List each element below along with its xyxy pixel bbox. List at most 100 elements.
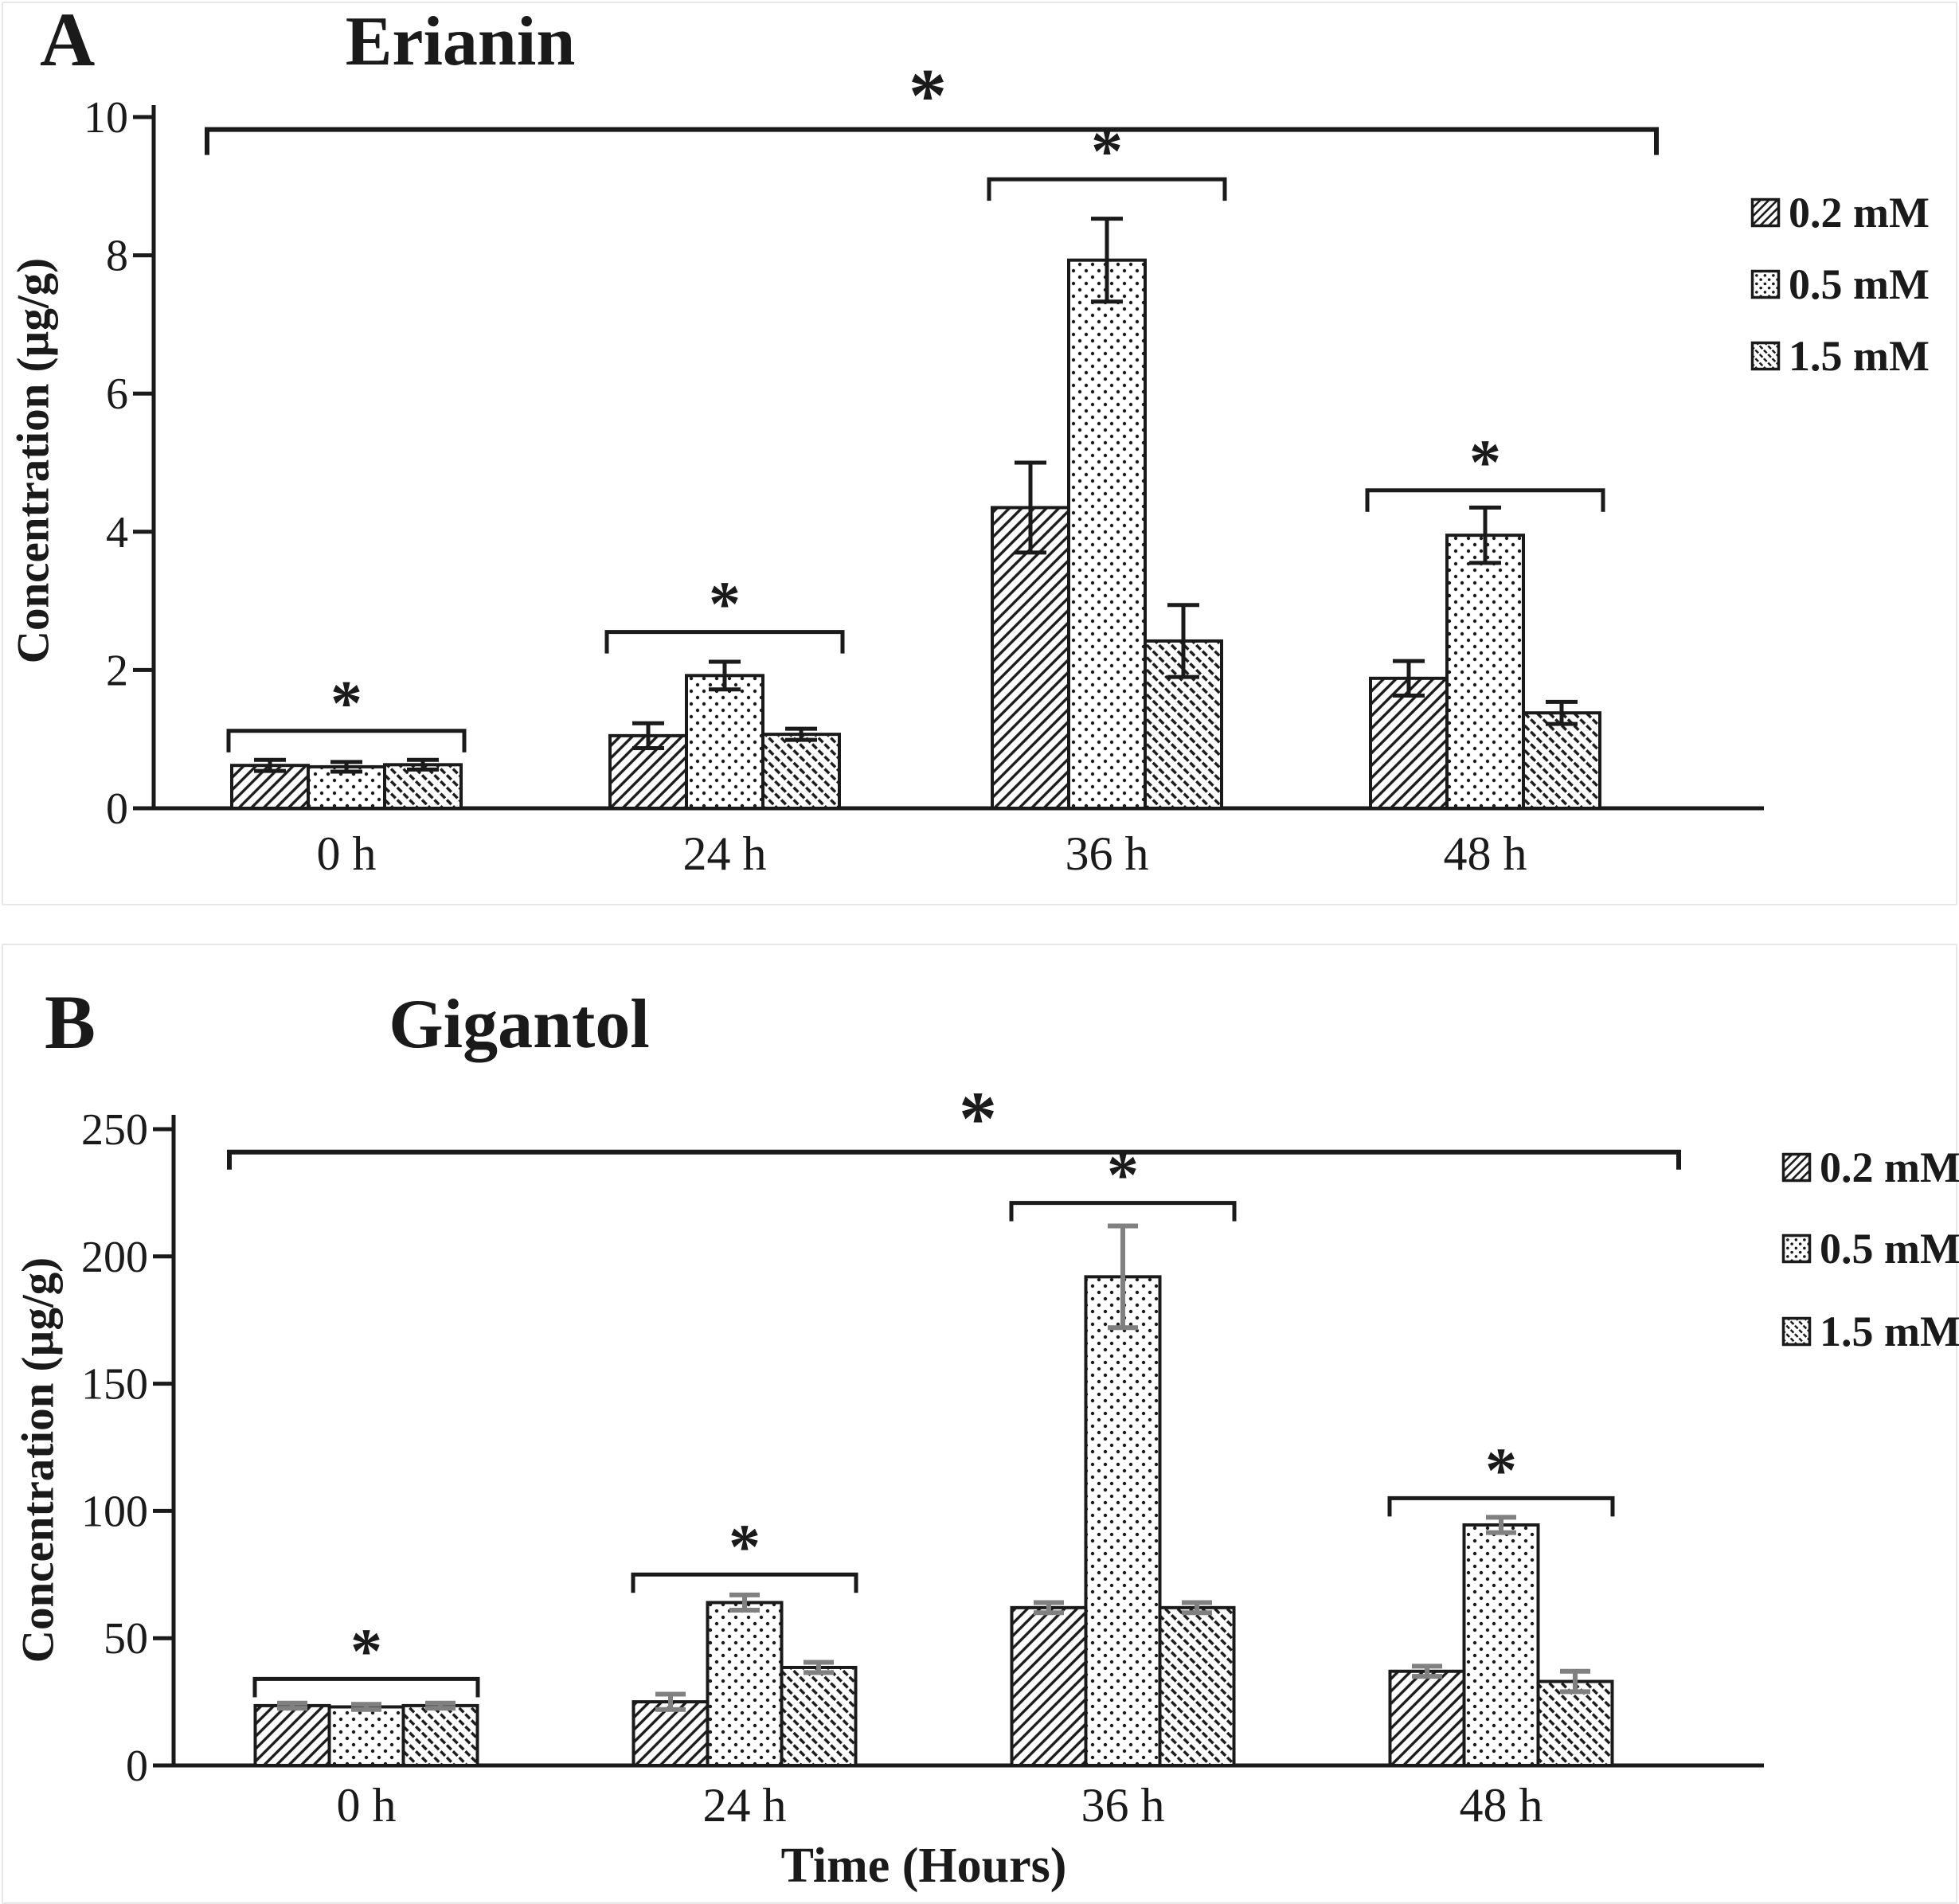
error-bar	[1015, 460, 1046, 555]
bar-1.5mM-24h	[780, 1665, 858, 1767]
x-category-label: 24 h	[683, 827, 767, 880]
legend-label: 0.5 mM	[1789, 260, 1930, 308]
significance-bracket	[1365, 488, 1605, 512]
error-bar	[785, 726, 817, 742]
bar-0.2mM-36h	[991, 506, 1070, 810]
y-tick-label: 8	[106, 232, 128, 281]
bar-0.2mM-48h	[1369, 676, 1449, 810]
error-bar	[254, 757, 286, 773]
significance-asterisk: *	[1485, 1436, 1517, 1506]
error-bar	[1182, 1600, 1212, 1616]
legend-item-1.5-mM: 1.5 mM	[1750, 331, 1930, 381]
legend-item-1.5-mM: 1.5 mM	[1781, 1307, 1959, 1356]
chart-title-gigantol: Gigantol	[389, 986, 650, 1063]
global-significance-asterisk: *	[959, 1076, 997, 1161]
panel-erianin	[2, 2, 1957, 905]
significance-bracket	[1387, 1495, 1615, 1517]
y-tick-label: 150	[81, 1360, 148, 1409]
y-tick-label: 2	[106, 646, 128, 695]
error-bar	[1393, 659, 1425, 698]
error-bar	[330, 760, 362, 774]
legend-label: 0.2 mM	[1820, 1144, 1959, 1191]
significance-bracket	[252, 1676, 480, 1698]
y-tick-label: 4	[106, 508, 128, 557]
legend-swatch-dots-icon	[1750, 269, 1781, 299]
x-axis-label: Time (Hours)	[780, 1839, 1067, 1893]
bar-0.2mM-0h	[253, 1703, 331, 1767]
y-tick-label: 200	[81, 1233, 148, 1282]
legend-label: 0.5 mM	[1820, 1225, 1959, 1273]
chart-title-erianin: Erianin	[345, 3, 576, 80]
global-significance-asterisk: *	[909, 53, 947, 139]
bar-0.2mM-24h	[631, 1700, 710, 1767]
error-bar	[407, 757, 439, 772]
bar-1.5mM-0h	[383, 763, 463, 810]
legend-swatch-diagonal-down-dashed-icon	[1781, 1316, 1812, 1347]
x-category-label: 0 h	[317, 827, 377, 880]
error-bar	[729, 1592, 760, 1613]
global-significance-bracket	[205, 127, 1659, 155]
global-significance-bracket	[227, 1149, 1681, 1170]
significance-asterisk: *	[729, 1512, 761, 1582]
error-bar	[1560, 1668, 1590, 1695]
bar-0.2mM-48h	[1388, 1669, 1466, 1767]
bar-0.2mM-0h	[230, 764, 310, 811]
legend-swatch-diagonal-up-icon	[1750, 197, 1781, 228]
error-bar	[1167, 603, 1199, 679]
bar-0.5mM-24h	[706, 1601, 784, 1767]
bar-0.5mM-48h	[1445, 534, 1525, 810]
y-tick-label: 50	[104, 1614, 148, 1664]
y-tick-label: 0	[126, 1742, 148, 1791]
significance-bracket	[987, 177, 1227, 201]
significance-bracket	[631, 1572, 858, 1593]
error-bar	[709, 659, 741, 692]
significance-asterisk: *	[1469, 428, 1501, 498]
significance-asterisk: *	[350, 1617, 382, 1687]
significance-bracket	[1009, 1201, 1237, 1222]
y-tick-label: 6	[106, 369, 128, 419]
bar-0.5mM-36h	[1067, 258, 1147, 810]
x-category-label: 48 h	[1444, 827, 1527, 880]
bar-1.5mM-0h	[401, 1703, 479, 1767]
bar-0.5mM-0h	[327, 1705, 405, 1768]
panel-label-b: B	[45, 979, 96, 1065]
error-bar	[632, 721, 664, 750]
legend-swatch-diagonal-down-dashed-icon	[1750, 341, 1781, 371]
bar-1.5mM-36h	[1158, 1605, 1236, 1768]
x-category-label: 48 h	[1460, 1779, 1543, 1832]
bar-0.5mM-24h	[685, 674, 764, 810]
error-bar	[1108, 1223, 1138, 1331]
legend-item-0.2-mM: 0.2 mM	[1750, 188, 1930, 237]
error-bar	[425, 1700, 456, 1711]
significance-bracket	[604, 630, 845, 654]
y-tick-label: 10	[84, 93, 128, 143]
bar-1.5mM-24h	[761, 733, 841, 811]
error-bar	[1034, 1600, 1064, 1616]
error-bar	[655, 1691, 686, 1712]
x-category-label: 24 h	[703, 1779, 787, 1832]
bar-1.5mM-48h	[1522, 711, 1601, 810]
error-bar	[1412, 1664, 1442, 1679]
error-bar	[1486, 1515, 1516, 1535]
legend-swatch-diagonal-up-icon	[1781, 1152, 1812, 1183]
legend-swatch-dots-icon	[1781, 1233, 1812, 1264]
legend-label: 1.5 mM	[1789, 332, 1930, 380]
legend-label: 1.5 mM	[1820, 1308, 1959, 1355]
error-bar	[1091, 217, 1123, 304]
error-bar	[1469, 505, 1501, 565]
significance-bracket	[226, 729, 467, 753]
bar-0.5mM-36h	[1084, 1275, 1162, 1768]
error-bar	[1546, 699, 1578, 726]
y-tick-label: 100	[81, 1487, 148, 1536]
bar-0.5mM-48h	[1462, 1523, 1540, 1768]
error-bar	[351, 1702, 381, 1712]
legend-item-0.2-mM: 0.2 mM	[1781, 1143, 1959, 1192]
x-category-label: 36 h	[1081, 1779, 1165, 1832]
panel-label-a: A	[40, 0, 96, 82]
legend-item-0.5-mM: 0.5 mM	[1781, 1224, 1959, 1273]
legend-label: 0.2 mM	[1789, 189, 1930, 237]
bar-1.5mM-48h	[1536, 1679, 1614, 1767]
legend-item-0.5-mM: 0.5 mM	[1750, 260, 1930, 309]
